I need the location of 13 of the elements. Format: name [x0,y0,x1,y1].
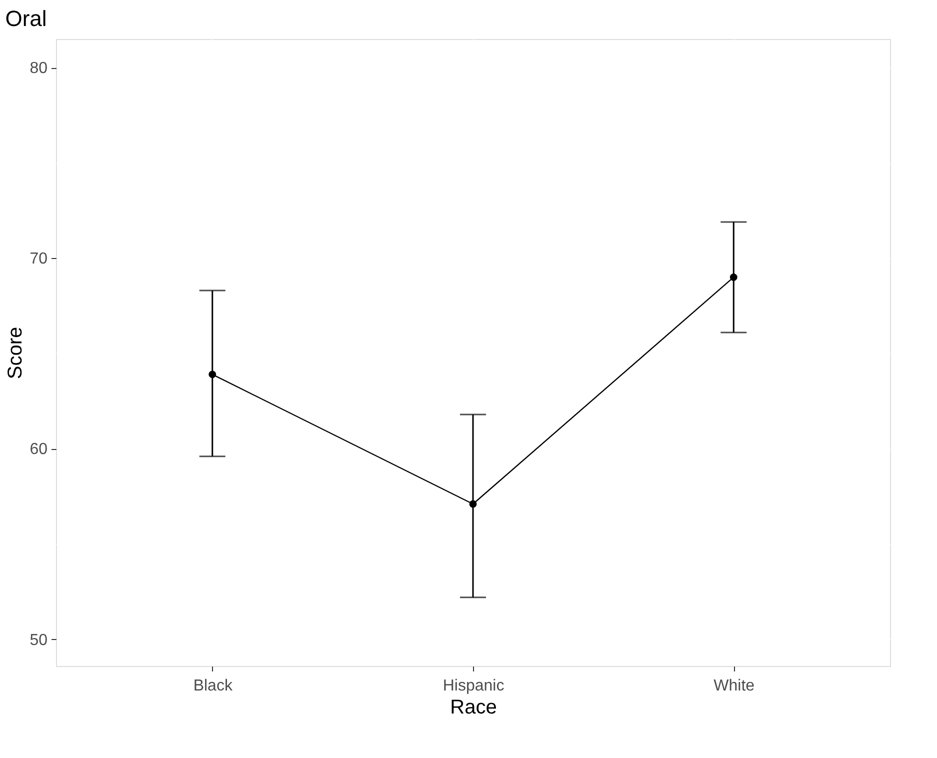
x-tick-label: White [714,678,755,694]
y-tick-label: 60 [30,441,48,458]
x-axis-title: Race [450,696,497,718]
y-tick-label: 70 [30,250,48,268]
y-axis-title: Score [4,326,27,380]
point [469,500,477,508]
point [730,274,738,281]
y-tick-label: 50 [30,632,48,649]
x-tick-label: Black [193,678,234,694]
y-tick-label: 80 [30,60,48,78]
point [208,370,216,378]
x-tick-label: Hispanic [442,678,504,694]
chart-title: Oral [5,6,47,31]
